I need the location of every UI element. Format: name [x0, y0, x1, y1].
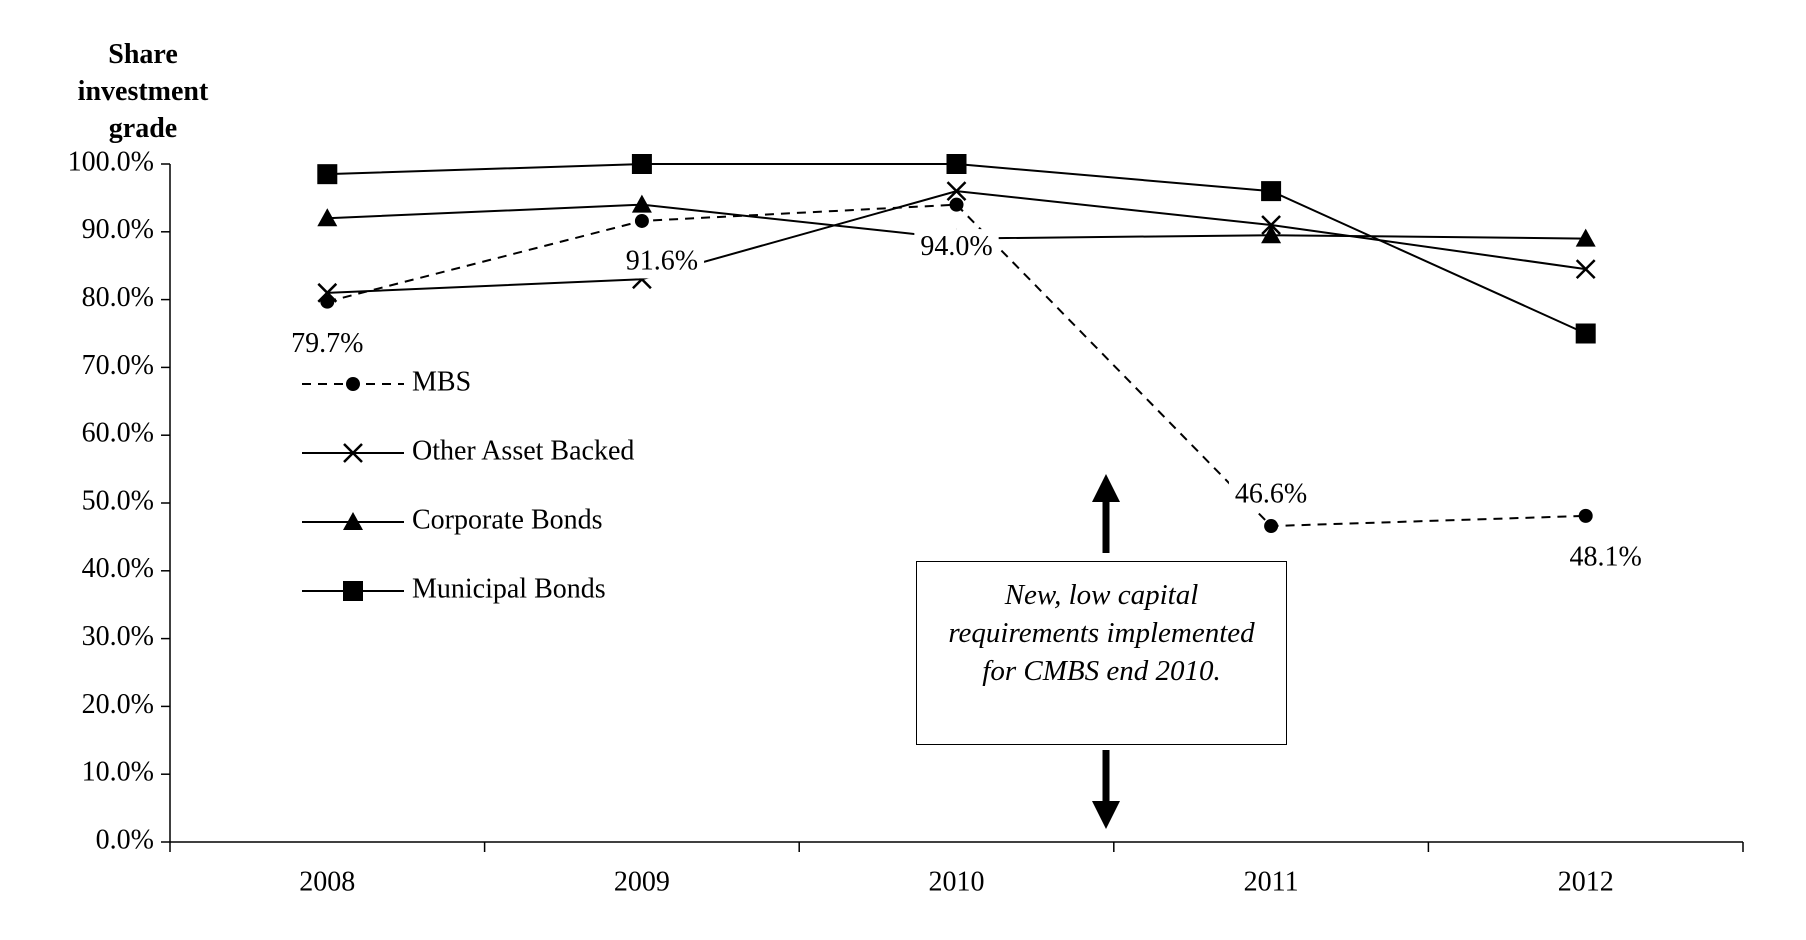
data-point: [317, 164, 338, 185]
x-tick-label: 2012: [1558, 866, 1614, 897]
data-label-bg: [1563, 539, 1648, 575]
data-point: [1261, 181, 1282, 202]
data-point: [1261, 215, 1281, 235]
y-tick-label: 0.0%: [96, 824, 154, 855]
data-label-group: 91.6%: [619, 243, 705, 279]
y-tick-label: 10.0%: [82, 757, 154, 788]
data-point: [631, 194, 652, 213]
data-label-group: 48.1%: [1563, 539, 1648, 575]
x-tick-label: 2009: [614, 866, 670, 897]
y-tick-label: 40.0%: [82, 553, 154, 584]
legend-marker: [343, 581, 363, 601]
x-tick-label: 2011: [1244, 866, 1299, 897]
y-tick-label: 20.0%: [82, 689, 154, 720]
data-label: 94.0%: [920, 231, 992, 262]
legend-marker: [346, 377, 360, 391]
data-label: 48.1%: [1570, 541, 1642, 572]
data-label-group: 94.0%: [914, 229, 999, 265]
y-tick-label: 30.0%: [82, 621, 154, 652]
data-point: [949, 197, 964, 212]
data-point: [1261, 225, 1282, 244]
y-tick-label: 100.0%: [68, 146, 154, 177]
annotation: New, low capital requirements implemente…: [916, 561, 1287, 745]
data-label: 79.7%: [291, 328, 363, 359]
x-tick-label: 2010: [929, 866, 985, 897]
data-point: [946, 181, 967, 202]
y-tick-label: 90.0%: [82, 214, 154, 245]
y-tick-label: 50.0%: [82, 485, 154, 516]
y-tick-label: 80.0%: [82, 282, 154, 313]
legend-marker: [343, 443, 363, 463]
data-point: [320, 294, 335, 309]
data-label: 46.6%: [1235, 478, 1307, 509]
data-label: 91.6%: [626, 245, 698, 276]
y-axis-label: Share investment grade: [77, 39, 209, 144]
data-point: [1264, 519, 1279, 534]
data-label-group: 46.6%: [1228, 476, 1314, 512]
data-label-bg: [619, 243, 705, 279]
data-point: [634, 213, 649, 228]
data-point: [1575, 323, 1596, 344]
y-tick-label: 70.0%: [82, 350, 154, 381]
data-point: [946, 154, 967, 174]
data-label-bg: [1228, 476, 1314, 512]
data-point: [317, 208, 338, 227]
data-label-group: 79.7%: [285, 326, 370, 362]
data-label-bg: [285, 326, 370, 362]
y-tick-label: 60.0%: [82, 418, 154, 449]
data-point: [631, 154, 652, 174]
legend-label: Corporate Bonds: [412, 504, 603, 535]
legend-marker: [343, 512, 363, 530]
legend-label: MBS: [412, 366, 471, 397]
legend-label: Other Asset Backed: [412, 435, 634, 466]
data-label-bg: [914, 229, 999, 265]
data-point: [317, 282, 338, 303]
data-point: [1575, 259, 1596, 279]
series-line: [327, 203, 1586, 528]
legend-label: Municipal Bonds: [412, 573, 606, 604]
data-point: [1578, 508, 1593, 523]
data-point: [1575, 228, 1596, 247]
x-tick-label: 2008: [299, 866, 355, 897]
